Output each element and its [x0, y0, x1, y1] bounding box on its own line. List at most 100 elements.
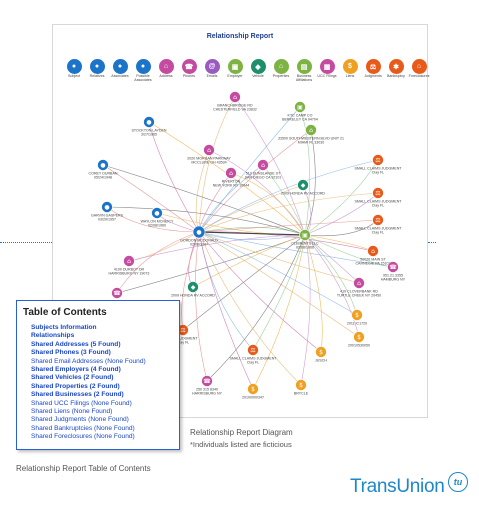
toc-item[interactable]: Shared Employers (4 Found): [31, 366, 121, 374]
toc-item[interactable]: Shared Businesses (2 Found): [31, 391, 124, 399]
people-icon: ●: [89, 59, 105, 74]
diagram-title: Relationship Report: [206, 33, 274, 40]
graph-node-lien[interactable]: $20010530050: [348, 331, 370, 348]
dotted-connector-right: [428, 242, 436, 243]
graph-node-lien[interactable]: $20100000347: [242, 383, 264, 400]
people-icon: [143, 116, 155, 128]
legend-label: Judgments: [364, 74, 382, 78]
node-label: 02/08/1960: [148, 224, 166, 228]
graph-node-vehicle[interactable]: ◆ 2009 HONDA RV ACCORD: [171, 281, 215, 298]
graph-node-lien[interactable]: $2011 IC1720: [347, 309, 367, 326]
node-label: KTC CAMP CO: [288, 114, 313, 118]
toc-item[interactable]: Shared Foreclosures (None Found): [31, 433, 135, 441]
relationship-edge: [128, 231, 200, 262]
node-label: SAN DIEGO CA 92101: [245, 176, 282, 180]
node-glyph: ⚖: [375, 217, 380, 224]
legend-item-properties: ⌂ Properties: [266, 59, 296, 79]
node-label: 50026 MAIN ST: [360, 258, 386, 262]
toc-item[interactable]: Shared Properties (2 Found): [31, 382, 120, 390]
node-glyph: ●: [196, 229, 201, 236]
graph-node-lien[interactable]: $ JUSCH: [315, 346, 327, 363]
email-icon: @: [204, 59, 220, 74]
toc-item[interactable]: Relationships: [31, 332, 75, 340]
relationship-edge: [198, 96, 236, 233]
toc-item[interactable]: Shared Bankruptcies (None Found): [31, 424, 135, 432]
relationship-edge: [116, 231, 200, 294]
toc-item[interactable]: Shared Judgments (None Found): [31, 416, 129, 424]
node-glyph: $: [299, 382, 303, 389]
business-icon: ▤: [296, 59, 312, 74]
relationship-edge: [106, 206, 200, 233]
node-label: GORDON MCDONALD: [180, 239, 218, 243]
node-label: Clay FL: [247, 361, 259, 365]
house-icon: [257, 159, 269, 171]
node-label: SMALL CLAIMS JUDGMENT: [355, 227, 403, 231]
relationship-edge: [252, 234, 306, 351]
graph-node-lien[interactable]: $ BRYCLE: [294, 379, 309, 396]
node-label: 02/08/1966: [296, 246, 314, 250]
node-label: SMALL CLAIMS JUDGMENT: [355, 200, 403, 204]
node-label: CHESTERFIELD VA 23832: [213, 108, 257, 112]
node-glyph: ●: [104, 204, 109, 211]
relationship-edge: [299, 106, 311, 236]
toc-item[interactable]: Shared Vehicles (2 Found): [31, 374, 114, 382]
node-glyph: $: [357, 334, 361, 341]
node-glyph: ⚖: [375, 157, 380, 164]
foreclosure-icon: ⌂: [411, 59, 427, 74]
relationship-edge: [116, 234, 306, 294]
graph-node-vehicle[interactable]: ◆ 2009 HONDA RV ACCORD: [281, 179, 325, 196]
legend-item-phones: ☎ Phones: [174, 59, 204, 79]
phone-icon: [387, 261, 399, 273]
dotted-connector-left: [0, 242, 52, 243]
document-icon: ▦: [319, 59, 335, 74]
relationship-edge: [198, 231, 302, 386]
toc-item[interactable]: Shared Liens (None Found): [31, 408, 113, 416]
node-label: COREY DURBAN: [89, 172, 118, 176]
relationship-edge: [304, 159, 379, 236]
toc-item[interactable]: Subjects Information: [31, 324, 97, 331]
house-icon: [203, 144, 215, 156]
toc-item[interactable]: Shared Phones (3 Found): [31, 349, 111, 357]
person-icon: [192, 225, 206, 239]
car-icon: [297, 179, 309, 191]
toc-item[interactable]: Shared UCC Filings (None Found): [31, 399, 132, 407]
table-of-contents: Table of Contents Subjects Information Re…: [16, 300, 180, 450]
node-glyph: ◆: [301, 182, 306, 189]
transunion-badge-icon: tu: [448, 472, 468, 492]
node-glyph: $: [251, 386, 255, 393]
node-glyph: ☎: [389, 264, 397, 271]
node-glyph: ●: [154, 210, 159, 217]
legend-label: Foreclosures: [408, 74, 430, 78]
lien-icon: $: [342, 59, 358, 74]
node-label: 02/08/1947: [190, 243, 208, 247]
node-label: 3/27/1965: [141, 133, 157, 137]
node-label: NEW YORK NY 10044: [213, 184, 249, 188]
node-label: 410 CLOVERBANK RD: [340, 290, 378, 294]
relationship-edge: [304, 129, 316, 236]
toc-item[interactable]: Shared Email Addresses (None Found): [31, 357, 146, 365]
relationship-edge: [198, 192, 379, 233]
toc-item[interactable]: Shared Addresses (5 Found): [31, 340, 121, 348]
